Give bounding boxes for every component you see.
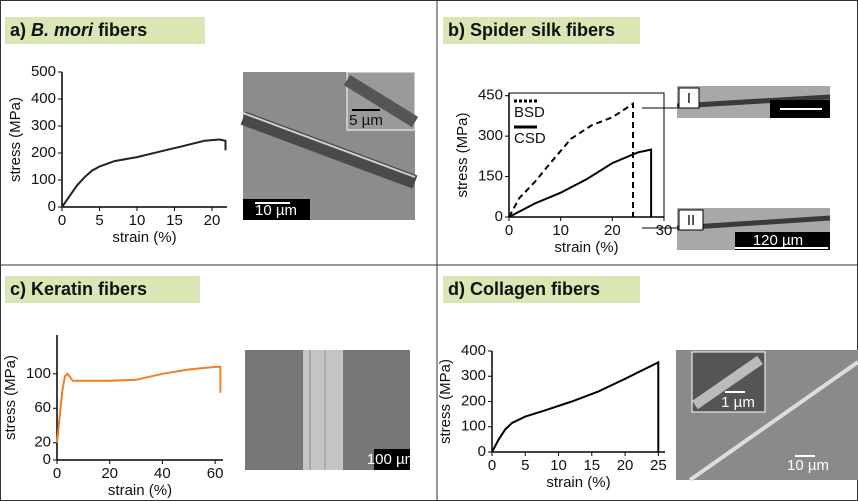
y-tick-label: 100: [461, 418, 486, 435]
title: fibers: [98, 20, 147, 40]
x-tick-label: 10: [129, 212, 146, 229]
panel-label: b): [448, 20, 465, 40]
y-tick-label: 0: [495, 208, 503, 225]
y-tick-label: 200: [461, 392, 486, 409]
data-line: [62, 140, 226, 208]
x-tick-label: 20: [617, 457, 634, 474]
y-tick-label: 0: [43, 451, 51, 468]
x-tick-label: 20: [101, 465, 118, 482]
y-tick-label: 0: [48, 198, 56, 215]
legend-label: CSD: [514, 130, 546, 147]
y-tick-label: 20: [34, 434, 51, 451]
panel-title: c) Keratin fibers: [10, 279, 147, 299]
x-tick-label: 0: [488, 457, 496, 474]
y-tick-label: 100: [26, 365, 51, 382]
x-tick-label: 30: [656, 222, 673, 239]
image-label: I: [687, 90, 691, 107]
x-axis-title: strain (%): [108, 482, 172, 499]
title: Spider silk fibers: [470, 20, 615, 40]
panel-title: b) Spider silk fibers: [448, 20, 615, 40]
panel-label: d): [448, 279, 465, 299]
panel-label: c): [10, 279, 26, 299]
x-axis-title: strain (%): [112, 229, 176, 246]
y-tick-label: 400: [461, 342, 486, 359]
y-tick-label: 100: [31, 171, 56, 188]
data-line: [57, 367, 220, 443]
figure: a) B. mori fibers b) Spider silk fibers …: [0, 0, 858, 501]
x-tick-label: 10: [550, 457, 567, 474]
x-tick-label: 0: [58, 212, 66, 229]
x-tick-label: 15: [166, 212, 183, 229]
species: B. mori: [31, 20, 94, 40]
y-tick-label: 150: [478, 168, 503, 185]
y-axis-title: stress (MPa): [437, 359, 454, 444]
fiber: [303, 350, 343, 470]
x-tick-label: 5: [521, 457, 529, 474]
x-tick-label: 60: [207, 465, 224, 482]
x-tick-label: 10: [552, 222, 569, 239]
x-tick-label: 0: [53, 465, 61, 482]
scale-bar-label: 100 µm: [367, 451, 417, 468]
legend-label: BSD: [514, 104, 545, 121]
scale-bar-label: 10 µm: [787, 457, 829, 474]
y-tick-label: 400: [31, 90, 56, 107]
title: Keratin fibers: [31, 279, 147, 299]
scale-bar-label: 120 µm: [753, 232, 803, 249]
y-axis-title: stress (MPa): [2, 355, 19, 440]
data-line: [509, 150, 651, 217]
x-tick-label: 0: [505, 222, 513, 239]
y-axis-title: stress (MPa): [454, 112, 471, 197]
y-tick-label: 0: [478, 443, 486, 460]
x-axis-title: strain (%): [554, 239, 618, 256]
scale-bar-label: 1 µm: [721, 394, 755, 411]
image-label: II: [687, 212, 695, 229]
x-tick-label: 20: [204, 212, 221, 229]
data-line: [492, 362, 658, 452]
panel-title: d) Collagen fibers: [448, 279, 600, 299]
x-tick-label: 40: [154, 465, 171, 482]
title: Collagen fibers: [470, 279, 600, 299]
scale-bar-label: 10 µm: [255, 202, 297, 219]
panel-title: a) B. mori fibers: [10, 20, 147, 40]
x-axis-title: strain (%): [546, 474, 610, 491]
y-axis-title: stress (MPa): [7, 97, 24, 182]
scale-bar-label: 5 µm: [349, 112, 383, 129]
x-tick-label: 15: [583, 457, 600, 474]
y-tick-label: 450: [478, 87, 503, 104]
y-tick-label: 200: [31, 144, 56, 161]
x-tick-label: 20: [604, 222, 621, 239]
panel-label: a): [10, 20, 26, 40]
y-tick-label: 300: [31, 117, 56, 134]
y-tick-label: 300: [478, 127, 503, 144]
x-tick-label: 5: [95, 212, 103, 229]
y-tick-label: 300: [461, 367, 486, 384]
y-tick-label: 60: [34, 399, 51, 416]
y-tick-label: 500: [31, 63, 56, 80]
x-tick-label: 25: [650, 457, 667, 474]
